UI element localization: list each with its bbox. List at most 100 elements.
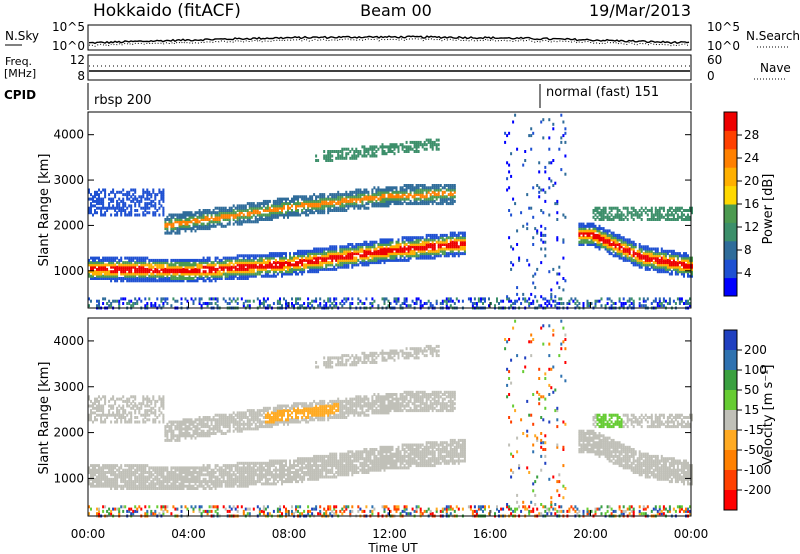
- power-cell: [425, 202, 428, 206]
- power-cell: [142, 261, 145, 265]
- velocity-cell: [106, 416, 109, 419]
- power-cell: [680, 211, 683, 215]
- power-cell: [477, 297, 480, 301]
- power-cell: [166, 215, 169, 219]
- power-cell: [383, 195, 386, 199]
- power-cell: [349, 249, 352, 253]
- power-cell: [335, 245, 338, 249]
- power-cell: [311, 206, 314, 210]
- power-cell: [622, 218, 625, 221]
- power-cell: [678, 302, 681, 305]
- power-cell: [441, 199, 444, 203]
- power-cell: [425, 236, 428, 240]
- power-cell: [264, 267, 267, 271]
- power-cell: [371, 240, 374, 244]
- power-cell: [285, 302, 287, 305]
- power-cell: [283, 263, 285, 267]
- power-cell: [256, 204, 259, 208]
- power-cell: [208, 227, 211, 231]
- power-cell: [317, 199, 320, 203]
- power-cell: [522, 292, 525, 296]
- power-cell: [389, 243, 392, 246]
- power-cell: [297, 267, 299, 271]
- power-cell: [437, 193, 440, 197]
- power-cell: [385, 254, 388, 258]
- power-cell: [313, 247, 316, 251]
- power-cell: [463, 231, 466, 235]
- power-cell: [423, 143, 426, 147]
- power-cell: [685, 252, 687, 256]
- velocity-cell: [120, 397, 123, 401]
- power-cell: [395, 245, 398, 249]
- power-cell: [482, 302, 484, 305]
- power-cell: [180, 222, 183, 226]
- power-cell: [200, 215, 203, 219]
- power-cell: [351, 247, 354, 251]
- power-cell: [281, 211, 283, 215]
- power-cell: [375, 154, 378, 158]
- power-cell: [347, 206, 350, 210]
- power-cell: [120, 199, 123, 203]
- power-cell: [435, 233, 438, 237]
- power-cell: [453, 231, 456, 235]
- power-cell: [353, 202, 356, 206]
- power-cell: [140, 279, 143, 283]
- power-cell: [299, 202, 302, 206]
- power-cell: [443, 197, 446, 201]
- power-cell: [160, 272, 163, 276]
- velocity-cell: [136, 507, 139, 511]
- power-cell: [88, 261, 90, 265]
- power-cell: [92, 274, 94, 278]
- power-cell: [124, 274, 127, 278]
- power-cell: [218, 218, 221, 221]
- velocity-cell: [142, 420, 145, 424]
- power-cell: [678, 297, 681, 301]
- power-cell: [654, 299, 657, 303]
- power-cell: [405, 254, 408, 258]
- power-cell: [287, 209, 289, 212]
- power-cell: [100, 274, 103, 278]
- power-cell: [309, 204, 312, 208]
- power-cell: [417, 197, 420, 201]
- power-cell: [691, 206, 693, 210]
- power-cell: [128, 274, 131, 278]
- power-cell: [385, 199, 388, 203]
- power-cell: [365, 154, 368, 158]
- power-cell: [544, 254, 547, 258]
- power-cell: [461, 252, 464, 256]
- power-cell: [687, 254, 689, 258]
- power-cell: [146, 304, 149, 308]
- power-cell: [512, 302, 515, 305]
- power-cell: [548, 177, 551, 181]
- power-cell: [367, 252, 370, 256]
- power-cell: [246, 272, 249, 276]
- power-cell: [124, 211, 127, 215]
- power-cell: [365, 249, 368, 253]
- power-cell: [156, 209, 159, 212]
- power-cell: [676, 258, 679, 262]
- power-cell: [449, 247, 452, 251]
- power-cell: [606, 236, 609, 240]
- power-cell: [202, 256, 205, 260]
- power-cell: [120, 258, 123, 262]
- velocity-cell: [112, 397, 115, 401]
- power-cell: [313, 249, 316, 253]
- power-cell: [234, 267, 237, 271]
- power-cell: [397, 247, 400, 251]
- power-cell: [421, 186, 424, 190]
- power-cell: [232, 277, 235, 280]
- power-cell: [124, 193, 127, 197]
- power-cell: [116, 211, 119, 215]
- power-cell: [345, 204, 348, 208]
- power-cell: [691, 265, 693, 269]
- power-cell: [407, 245, 410, 249]
- power-cell: [315, 254, 318, 258]
- power-cell: [92, 258, 94, 262]
- power-cell: [592, 224, 595, 228]
- power-cell: [114, 279, 117, 283]
- power-cell: [150, 193, 153, 197]
- power-cell: [540, 295, 543, 299]
- power-cell: [459, 238, 462, 242]
- power-cell: [327, 267, 330, 271]
- nsearch-label: N.Search: [746, 29, 800, 43]
